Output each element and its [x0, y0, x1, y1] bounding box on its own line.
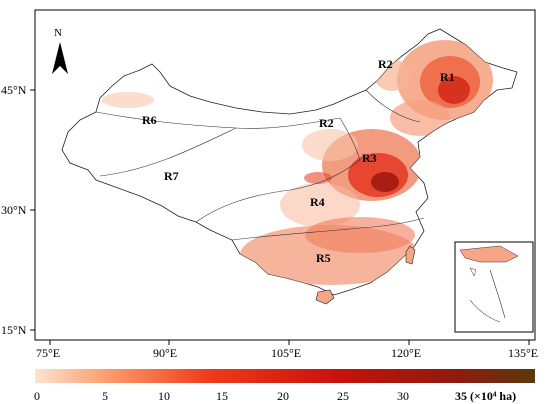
legend-color-bar — [35, 369, 535, 383]
lon-tick-label: 90°E — [153, 346, 177, 360]
cropland-density-layer — [102, 40, 493, 285]
legend-tick-label: 0 — [34, 389, 40, 403]
legend-tick-label: 20 — [277, 389, 289, 403]
region-label-r6: R6 — [142, 113, 157, 127]
legend-ticks: 0 5 10 15 20 25 30 35 (×10⁴ ha) — [34, 389, 516, 403]
region-boundaries — [95, 89, 425, 241]
legend-tick-label: 30 — [397, 389, 409, 403]
lon-tick-label: 105°E — [271, 346, 301, 360]
legend-tick-label: 25 — [337, 389, 349, 403]
lat-tick-label: 45°N — [1, 83, 27, 97]
latitude-axis: 45°N 30°N 15°N — [1, 83, 35, 337]
legend-tick-label-max: 35 (×10⁴ ha) — [455, 389, 516, 403]
region-label-r2: R2 — [319, 116, 334, 130]
region-label-r4: R4 — [310, 195, 325, 209]
hainan-island — [315, 289, 335, 305]
region-label-r2-northeast: R2 — [378, 57, 393, 71]
region-label-r7: R7 — [164, 169, 179, 183]
map-frame — [34, 9, 536, 341]
region-label-r1: R1 — [440, 70, 455, 84]
legend-tick-label: 5 — [102, 389, 108, 403]
taiwan-island — [405, 245, 416, 265]
longitude-axis: 75°E 90°E 105°E 120°E 135°E — [36, 340, 538, 360]
lon-tick-label: 75°E — [36, 346, 60, 360]
region-label-r3: R3 — [362, 151, 377, 165]
lat-tick-label: 30°N — [1, 203, 27, 217]
south-china-sea-inset — [454, 241, 534, 333]
north-label: N — [54, 27, 62, 39]
lon-tick-label: 120°E — [391, 346, 421, 360]
lat-tick-label: 15°N — [1, 323, 27, 337]
legend-tick-label: 15 — [216, 389, 228, 403]
region-labels: R1 R2 R2 R3 R4 R5 R6 R7 — [142, 57, 455, 265]
lon-tick-label: 135°E — [508, 346, 538, 360]
legend-tick-label: 10 — [158, 389, 170, 403]
region-label-r5: R5 — [316, 251, 331, 265]
north-arrow-icon: N — [52, 27, 68, 74]
